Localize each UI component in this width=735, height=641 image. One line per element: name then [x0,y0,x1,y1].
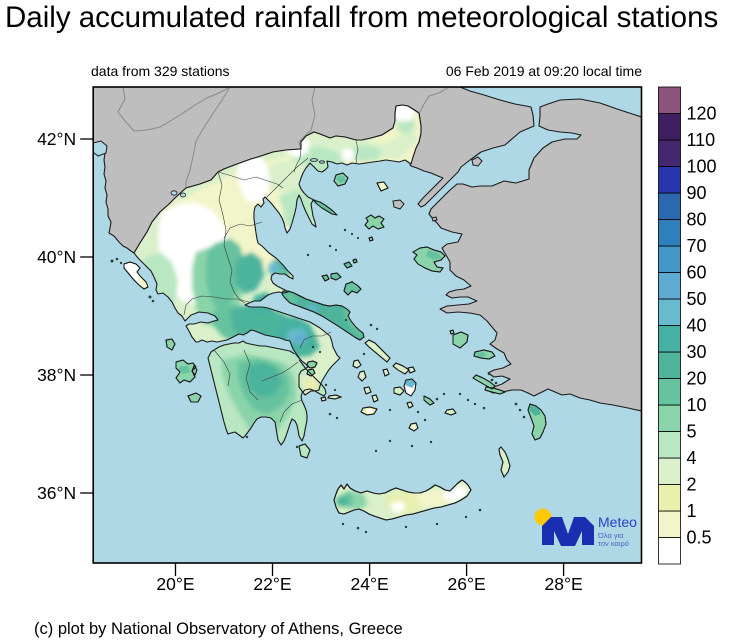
svg-text:5: 5 [687,422,697,442]
svg-text:38°N: 38°N [37,365,76,385]
svg-text:26°E: 26°E [448,574,486,594]
svg-text:data from 329 stations: data from 329 stations [91,63,230,79]
svg-text:40: 40 [687,316,707,336]
svg-text:70: 70 [687,236,707,256]
svg-text:06 Feb 2019 at 09:20 local tim: 06 Feb 2019 at 09:20 local time [446,63,642,79]
svg-text:110: 110 [687,130,716,150]
svg-text:τον καιρό: τον καιρό [598,539,629,548]
svg-text:24°E: 24°E [351,574,389,594]
svg-text:80: 80 [687,210,707,230]
svg-text:2: 2 [687,475,697,495]
svg-text:22°E: 22°E [253,574,291,594]
svg-text:Daily accumulated rainfall fro: Daily accumulated rainfall from meteorol… [5,1,718,34]
svg-text:50: 50 [687,289,707,309]
svg-text:(c) plot by National Observato: (c) plot by National Observatory of Athe… [34,620,403,638]
svg-text:0.5: 0.5 [687,528,712,548]
svg-text:20°E: 20°E [156,574,194,594]
svg-text:90: 90 [687,183,707,203]
svg-text:Όλα για: Όλα για [597,531,624,540]
svg-text:1: 1 [687,501,697,521]
svg-text:30: 30 [687,342,707,362]
svg-text:42°N: 42°N [37,129,76,149]
svg-text:Meteo: Meteo [598,514,637,530]
svg-text:60: 60 [687,263,707,283]
svg-text:10: 10 [687,395,707,415]
svg-text:100: 100 [687,157,717,177]
svg-text:20: 20 [687,369,707,389]
svg-text:4: 4 [687,448,697,468]
svg-text:36°N: 36°N [37,483,76,503]
svg-text:40°N: 40°N [37,247,76,267]
svg-text:120: 120 [687,104,717,124]
svg-text:28°E: 28°E [545,574,583,594]
